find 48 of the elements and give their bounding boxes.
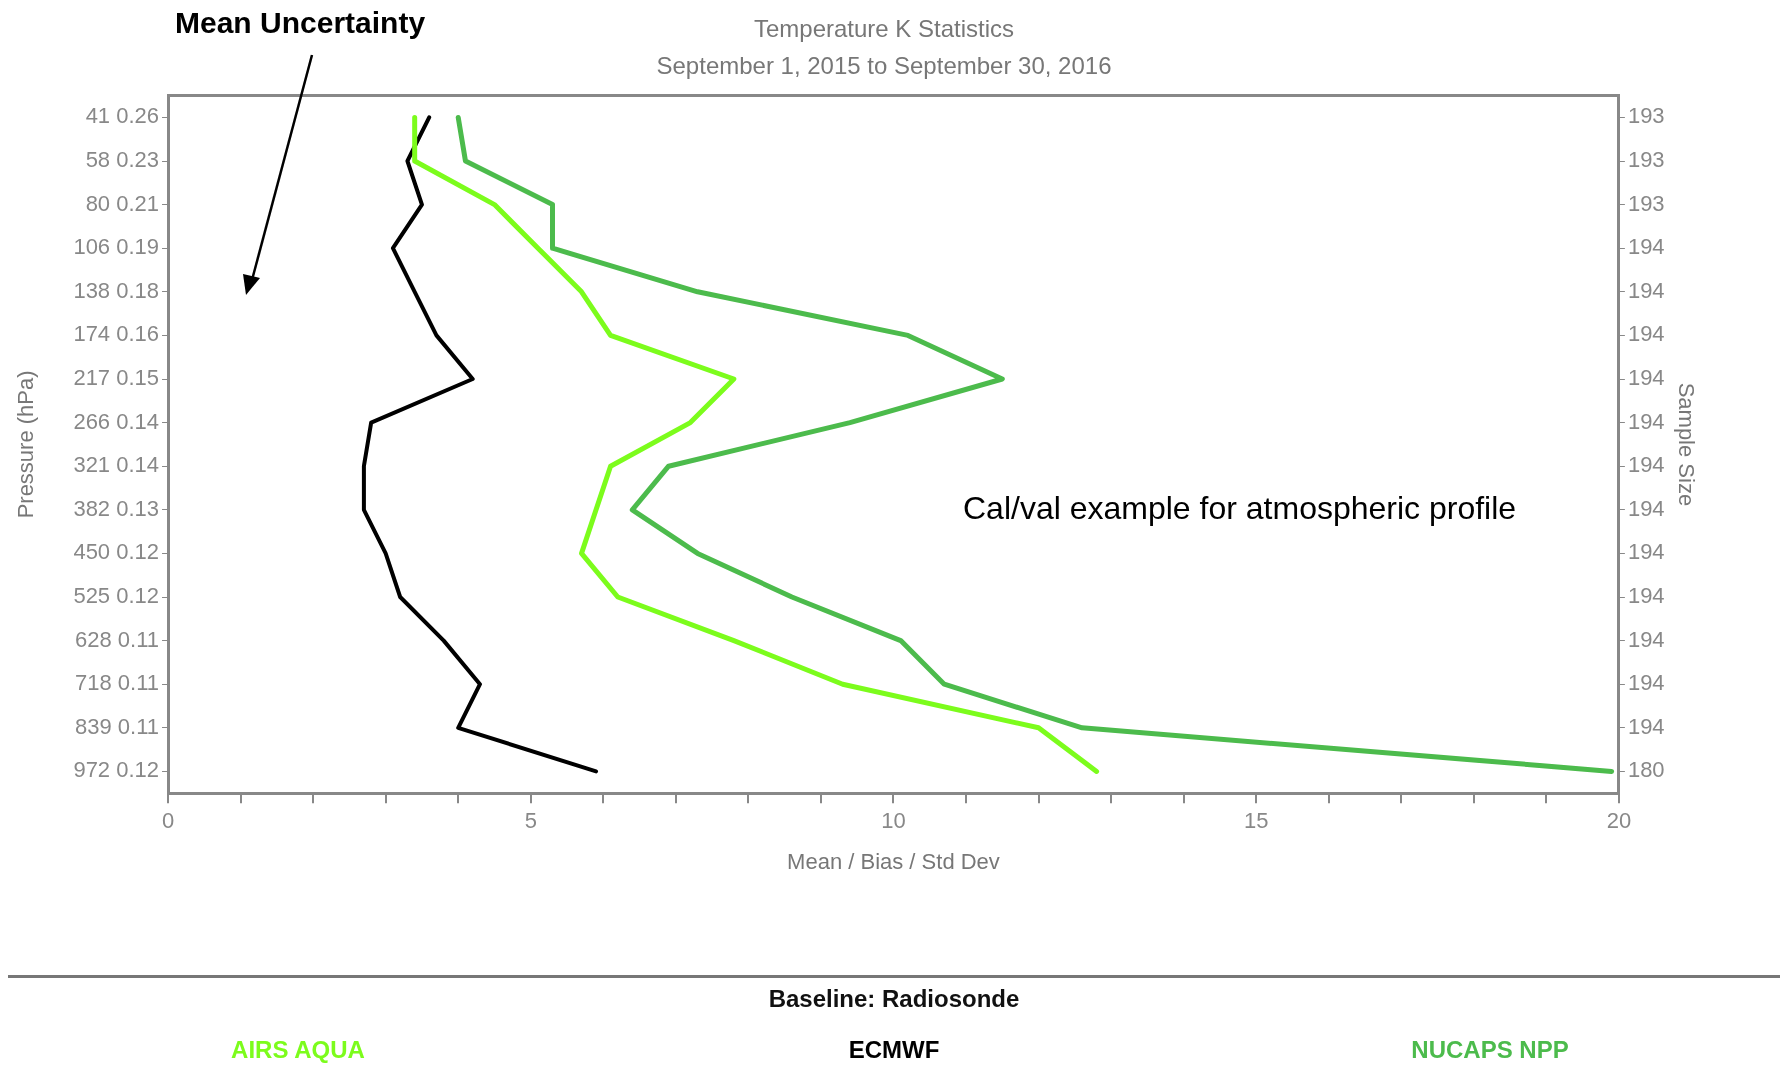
y2-tick-label: 194 xyxy=(1627,365,1665,391)
text: AIRS AQUA xyxy=(230,1036,366,1064)
y2-tick-label: 194 xyxy=(1627,583,1665,609)
y2-tick-label: 194 xyxy=(1627,670,1665,696)
chart-title: Temperature K Statistics xyxy=(753,15,1015,43)
y-tick-label: 41 0.26 xyxy=(85,103,160,129)
text: ECMWF xyxy=(847,1036,941,1064)
y2-tick-label: 194 xyxy=(1627,626,1665,652)
y2-axis-title: Sample Size xyxy=(1673,382,1699,507)
y-tick-label: 839 0.11 xyxy=(75,713,160,739)
y-axis-title: Pressure (hPa) xyxy=(13,370,39,519)
x-axis-title: Mean / Bias / Std Dev xyxy=(787,848,1000,874)
x-tick-label: 15 xyxy=(1243,808,1269,834)
y-tick-label: 58 0.23 xyxy=(85,147,160,173)
y-tick-label: 106 0.19 xyxy=(73,234,160,260)
annotation: Cal/val example for atmospheric profile xyxy=(963,490,1517,527)
y-tick-label: 266 0.14 xyxy=(73,408,160,434)
y2-tick-label: 194 xyxy=(1627,234,1665,260)
y-tick-label: 138 0.18 xyxy=(73,277,160,303)
y-tick-label: 321 0.14 xyxy=(73,452,160,478)
y-tick-label: 972 0.12 xyxy=(73,757,160,783)
y-tick-label: 450 0.12 xyxy=(73,539,160,565)
y-tick-label: 174 0.16 xyxy=(73,321,160,347)
y2-tick-label: 180 xyxy=(1627,757,1665,783)
x-tick-label: 20 xyxy=(1606,808,1632,834)
y2-tick-label: 194 xyxy=(1627,408,1665,434)
y2-tick-label: 193 xyxy=(1627,147,1665,173)
y-tick-label: 217 0.15 xyxy=(73,365,160,391)
x-tick-label: 10 xyxy=(881,808,906,834)
y2-tick-label: 194 xyxy=(1627,321,1665,347)
y-tick-label: 382 0.13 xyxy=(73,495,160,521)
text: NUCAPS NPP xyxy=(1410,1036,1570,1064)
y-tick-label: 80 0.21 xyxy=(85,190,160,216)
text: Mean Uncertainty xyxy=(175,6,426,40)
chart-subtitle: September 1, 2015 to September 30, 2016 xyxy=(656,51,1112,79)
x-tick-label: 5 xyxy=(524,808,537,834)
y2-tick-label: 193 xyxy=(1627,103,1665,129)
y2-tick-label: 194 xyxy=(1627,713,1665,739)
y-tick-label: 628 0.11 xyxy=(75,626,160,652)
y2-tick-label: 194 xyxy=(1627,539,1665,565)
y2-tick-label: 194 xyxy=(1627,452,1665,478)
text: Baseline: Radiosonde xyxy=(768,985,1020,1013)
y2-tick-label: 193 xyxy=(1627,190,1665,216)
y-tick-label: 525 0.12 xyxy=(73,583,160,609)
y-tick-label: 718 0.11 xyxy=(75,670,160,696)
y2-tick-label: 194 xyxy=(1627,495,1665,521)
x-tick-label: 0 xyxy=(161,808,175,834)
y2-tick-label: 194 xyxy=(1627,277,1665,303)
